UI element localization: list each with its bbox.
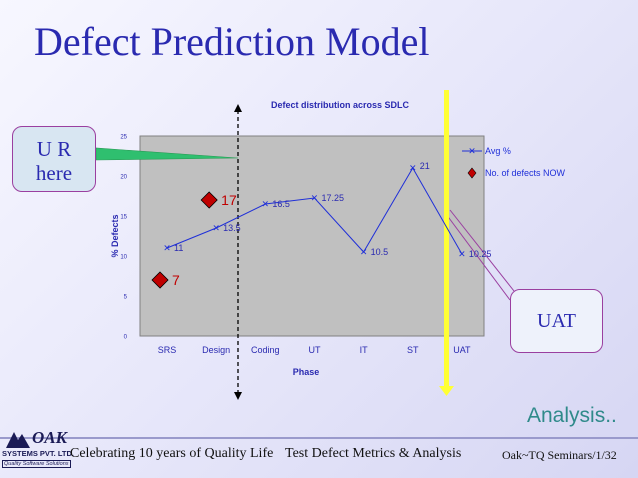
uat-callout-pointer-b	[449, 209, 515, 292]
uat-arrow-down-icon	[439, 386, 454, 396]
footer-divider	[0, 437, 638, 439]
footer-center-text: Test Defect Metrics & Analysis	[285, 446, 462, 461]
avg-data-label: 17.25	[321, 193, 344, 203]
plot-area	[139, 135, 485, 337]
y-tick-label: 20	[120, 175, 127, 181]
defect-count-point	[151, 271, 169, 289]
y-tick-label: 15	[120, 215, 127, 221]
y-tick-label: 25	[120, 135, 127, 141]
logo-company: SYSTEMS PVT. LTD.	[2, 449, 74, 458]
legend-avg-marker-icon: ✕	[468, 146, 476, 156]
ur-callout-line1: U R	[36, 137, 72, 161]
avg-point: ✕	[409, 163, 417, 173]
defect-count-label: 17	[221, 192, 237, 208]
slide-title: Defect Prediction Model	[34, 19, 430, 64]
uat-highlight-bar	[444, 90, 449, 386]
x-tick-label: Coding	[251, 345, 280, 355]
chart-title: Defect distribution across SDLC	[271, 100, 410, 110]
logo-mark-icon	[6, 432, 30, 448]
analysis-label: Analysis..	[527, 404, 617, 427]
avg-data-label: 10.25	[469, 249, 492, 259]
legend-avg-label: Avg %	[485, 146, 511, 156]
current-phase-arrow-up-icon	[234, 104, 242, 112]
y-tick-label: 5	[124, 295, 128, 301]
ur-callout-pointer	[95, 147, 239, 161]
x-tick-label: UAT	[453, 345, 471, 355]
defect-count-point	[200, 191, 218, 209]
avg-data-label: 11	[174, 243, 183, 253]
y-axis-label: % Defects	[110, 214, 120, 257]
avg-data-label: 21	[420, 161, 430, 171]
current-phase-arrow-down-icon	[234, 392, 242, 400]
x-tick-label: UT	[308, 345, 320, 355]
avg-series-line	[166, 167, 463, 255]
you-are-here-callout: U R here	[12, 126, 96, 192]
uat-callout-pointer-a	[445, 213, 511, 301]
avg-point: ✕	[212, 223, 220, 233]
legend-defects-label: No. of defects NOW	[485, 168, 566, 178]
x-tick-label: Design	[202, 345, 230, 355]
avg-point: ✕	[311, 193, 319, 203]
defect-count-label: 7	[172, 272, 180, 288]
avg-data-label: 10.5	[371, 247, 389, 257]
x-tick-label: SRS	[158, 345, 177, 355]
footer-left-text: Celebrating 10 years of Quality Life	[70, 446, 274, 461]
avg-data-label: 16.5	[272, 199, 290, 209]
avg-point: ✕	[262, 199, 270, 209]
avg-data-label: 13.5	[223, 223, 241, 233]
x-tick-label: IT	[360, 345, 369, 355]
uat-callout: UAT	[510, 289, 603, 353]
avg-point: ✕	[458, 249, 466, 259]
logo-tagline: Quality Software Solutions	[2, 460, 71, 468]
avg-point: ✕	[163, 243, 171, 253]
logo-name: OAK	[32, 428, 67, 447]
chart-legend: ✕ Avg % No. of defects NOW	[462, 146, 566, 179]
oak-systems-logo: OAK SYSTEMS PVT. LTD. Quality Software S…	[2, 428, 74, 476]
x-axis-label: Phase	[293, 367, 320, 377]
footer-right-text: Oak~TQ Seminars/1/32	[502, 448, 617, 462]
legend-defects-marker-icon	[467, 167, 477, 179]
y-tick-label: 10	[120, 255, 127, 261]
avg-point: ✕	[360, 247, 368, 257]
ur-callout-line2: here	[35, 161, 73, 185]
x-tick-label: ST	[407, 345, 419, 355]
y-tick-label: 0	[124, 335, 128, 341]
